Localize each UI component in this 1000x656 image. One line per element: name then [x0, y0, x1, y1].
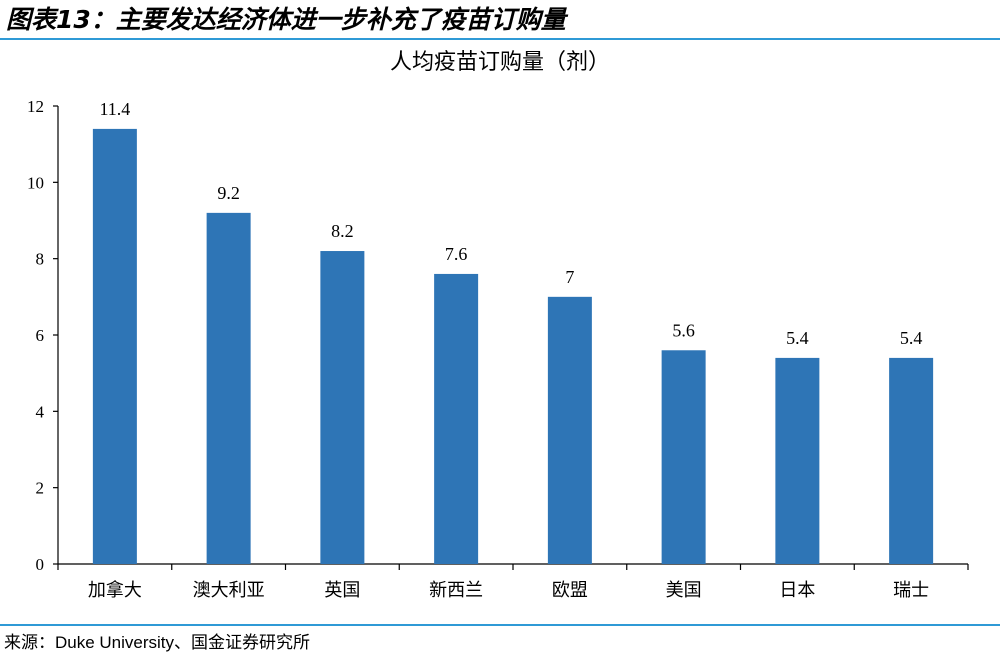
source-text: Duke University、国金证券研究所 — [55, 633, 311, 652]
bar-value-label: 8.2 — [331, 221, 354, 241]
y-tick-label: 8 — [36, 250, 45, 269]
category-label: 新西兰 — [429, 580, 483, 601]
bar — [434, 273, 479, 564]
y-tick-label: 2 — [36, 479, 45, 498]
bar-value-label: 5.4 — [900, 328, 923, 348]
bar-value-label: 7.6 — [445, 244, 468, 264]
source-label: 来源： — [4, 633, 55, 653]
source-note: 来源：Duke University、国金证券研究所 — [4, 628, 310, 653]
bar — [889, 357, 934, 564]
bottom-divider — [0, 624, 1000, 626]
y-tick-label: 0 — [36, 555, 45, 574]
y-tick-label: 6 — [36, 326, 45, 345]
bar — [547, 296, 592, 564]
chart-title: 人均疫苗订购量（剂） — [389, 50, 610, 75]
bar-value-label: 9.2 — [217, 183, 240, 203]
bar — [775, 357, 820, 564]
bar-chart: 0 2 4 6 8 10 12 11.4 加拿大 9.2 澳大利亚 8.2 英国 7.6 新西兰 7 欧盟 5.6… — [27, 97, 969, 601]
category-label: 日本 — [779, 580, 815, 601]
top-divider — [0, 38, 1000, 40]
y-tick-label: 4 — [36, 402, 45, 421]
category-label: 欧盟 — [552, 580, 588, 601]
y-tick-label: 10 — [27, 173, 44, 192]
bar — [661, 350, 706, 564]
bar-value-label: 11.4 — [99, 99, 130, 119]
figure-title: 图表13：主要发达经济体进一步补充了疫苗订购量 — [6, 5, 566, 34]
bar-value-label: 5.6 — [672, 320, 695, 340]
bar — [320, 251, 365, 565]
category-label: 澳大利亚 — [193, 580, 265, 601]
category-label: 英国 — [324, 580, 360, 601]
category-label: 加拿大 — [88, 579, 142, 601]
category-label: 美国 — [666, 580, 702, 601]
category-label: 瑞士 — [893, 580, 929, 601]
y-tick-label: 12 — [27, 97, 44, 116]
bar — [92, 128, 137, 564]
bar-value-label: 7 — [565, 267, 574, 287]
bar — [206, 212, 251, 564]
bar-value-label: 5.4 — [786, 328, 809, 348]
